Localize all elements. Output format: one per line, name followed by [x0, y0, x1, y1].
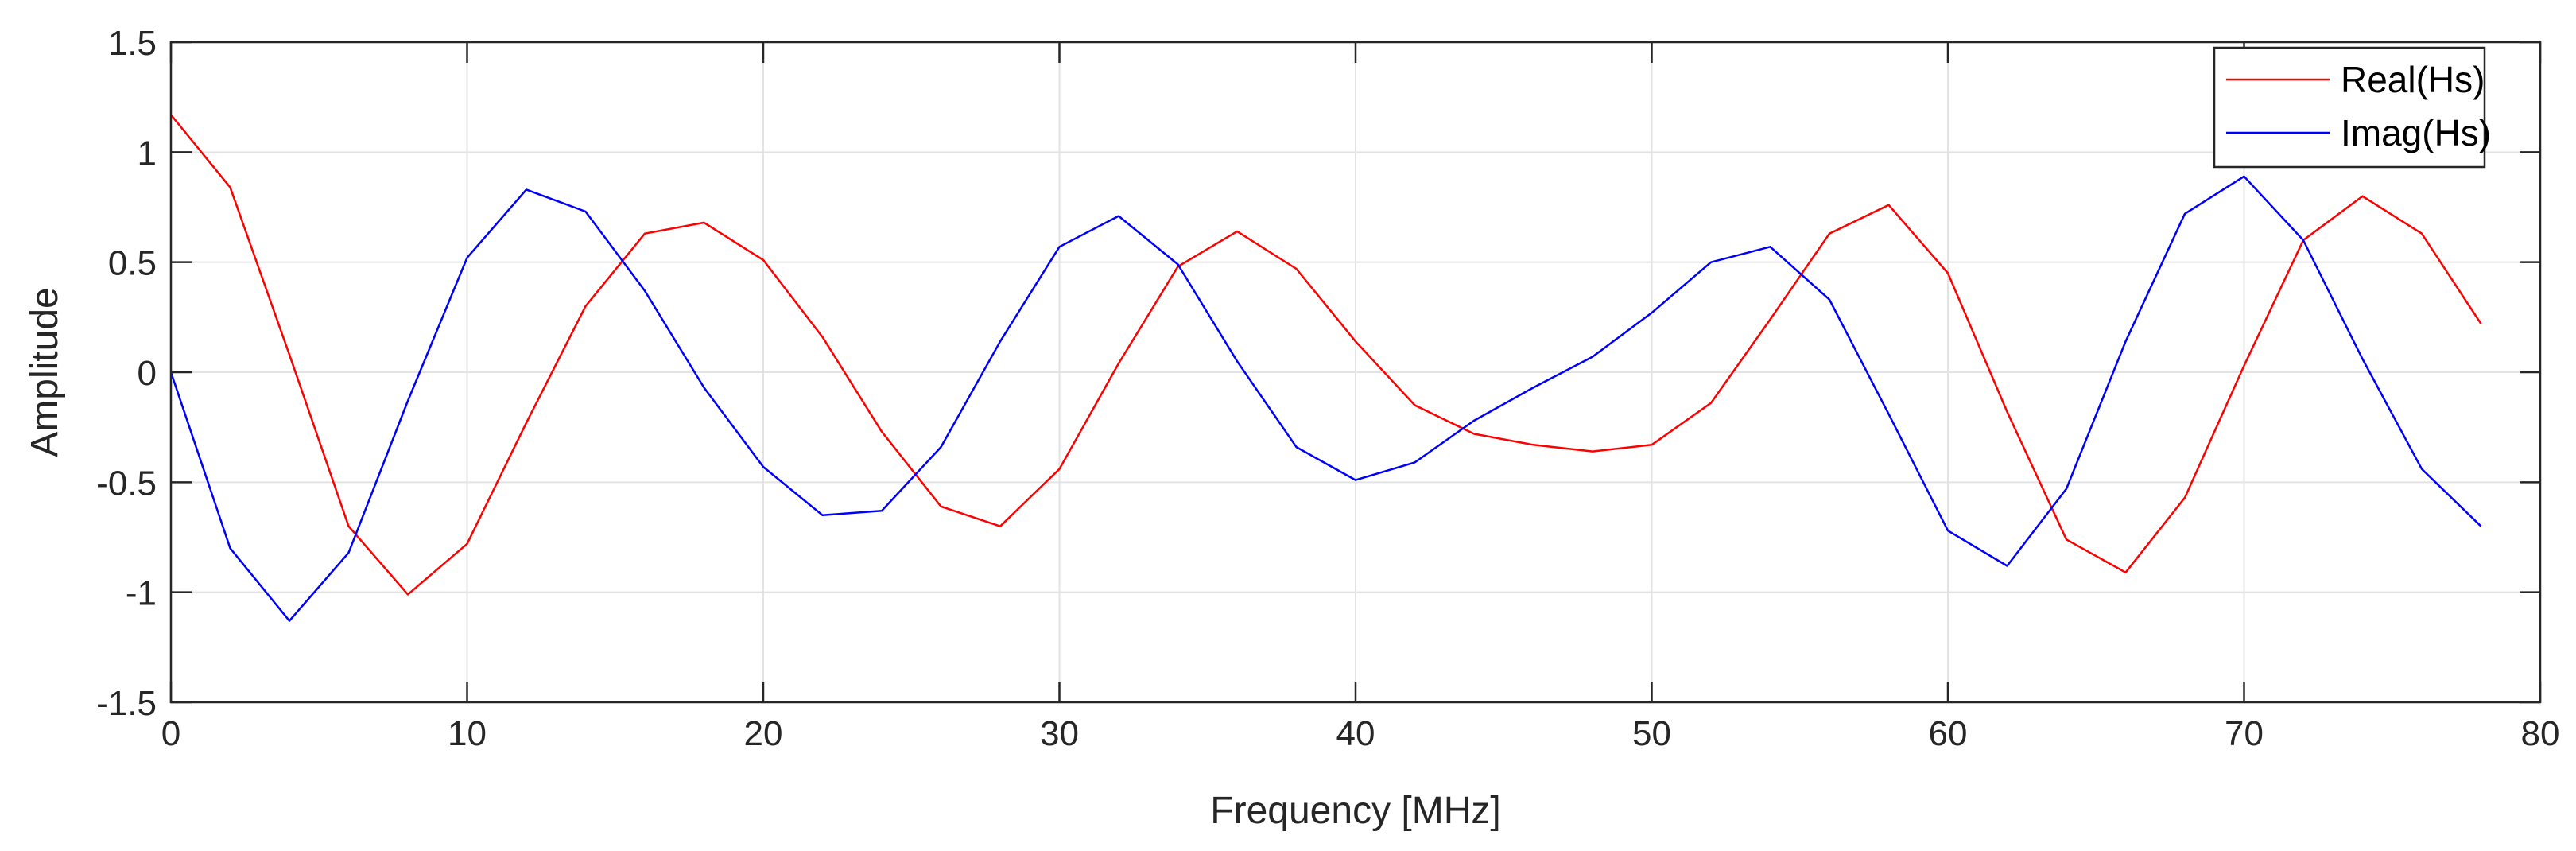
- y-tick-label: 0: [138, 354, 157, 393]
- y-tick-labels: 1.5 1 0.5 0 -0.5 -1 -1.5: [96, 24, 157, 723]
- x-axis-label: Frequency [MHz]: [1210, 790, 1500, 832]
- x-tick-label: 60: [1929, 714, 1968, 753]
- series-layer: [169, 114, 2482, 622]
- x-tick-label: 20: [744, 714, 783, 753]
- series-line-real-hs: [170, 114, 2482, 596]
- y-tick-label: -0.5: [96, 464, 157, 503]
- legend-label-imag: Imag(Hs): [2341, 112, 2491, 153]
- x-tick-label: 80: [2521, 714, 2560, 753]
- legend: Real(Hs) Imag(Hs): [2213, 46, 2491, 169]
- y-tick-label: -1.5: [96, 684, 157, 723]
- x-tick-label: 70: [2225, 714, 2264, 753]
- x-tick-label: 30: [1040, 714, 1079, 753]
- x-tick-label: 0: [161, 714, 180, 753]
- y-tick-label: 0.5: [108, 244, 157, 283]
- y-tick-label: 1: [138, 134, 157, 173]
- x-tick-label: 40: [1336, 714, 1375, 753]
- x-tick-label: 10: [448, 714, 487, 753]
- series-line-imag-hs: [169, 175, 2482, 622]
- y-tick-label: 1.5: [108, 24, 157, 63]
- y-axis-label: Amplitude: [24, 287, 66, 457]
- x-tick-labels: 0 10 20 30 40 50 60 70 80: [161, 714, 2560, 753]
- legend-box: [2213, 46, 2486, 169]
- legend-label-real: Real(Hs): [2341, 59, 2485, 100]
- x-tick-label: 50: [1632, 714, 1671, 753]
- y-tick-label: -1: [126, 574, 157, 613]
